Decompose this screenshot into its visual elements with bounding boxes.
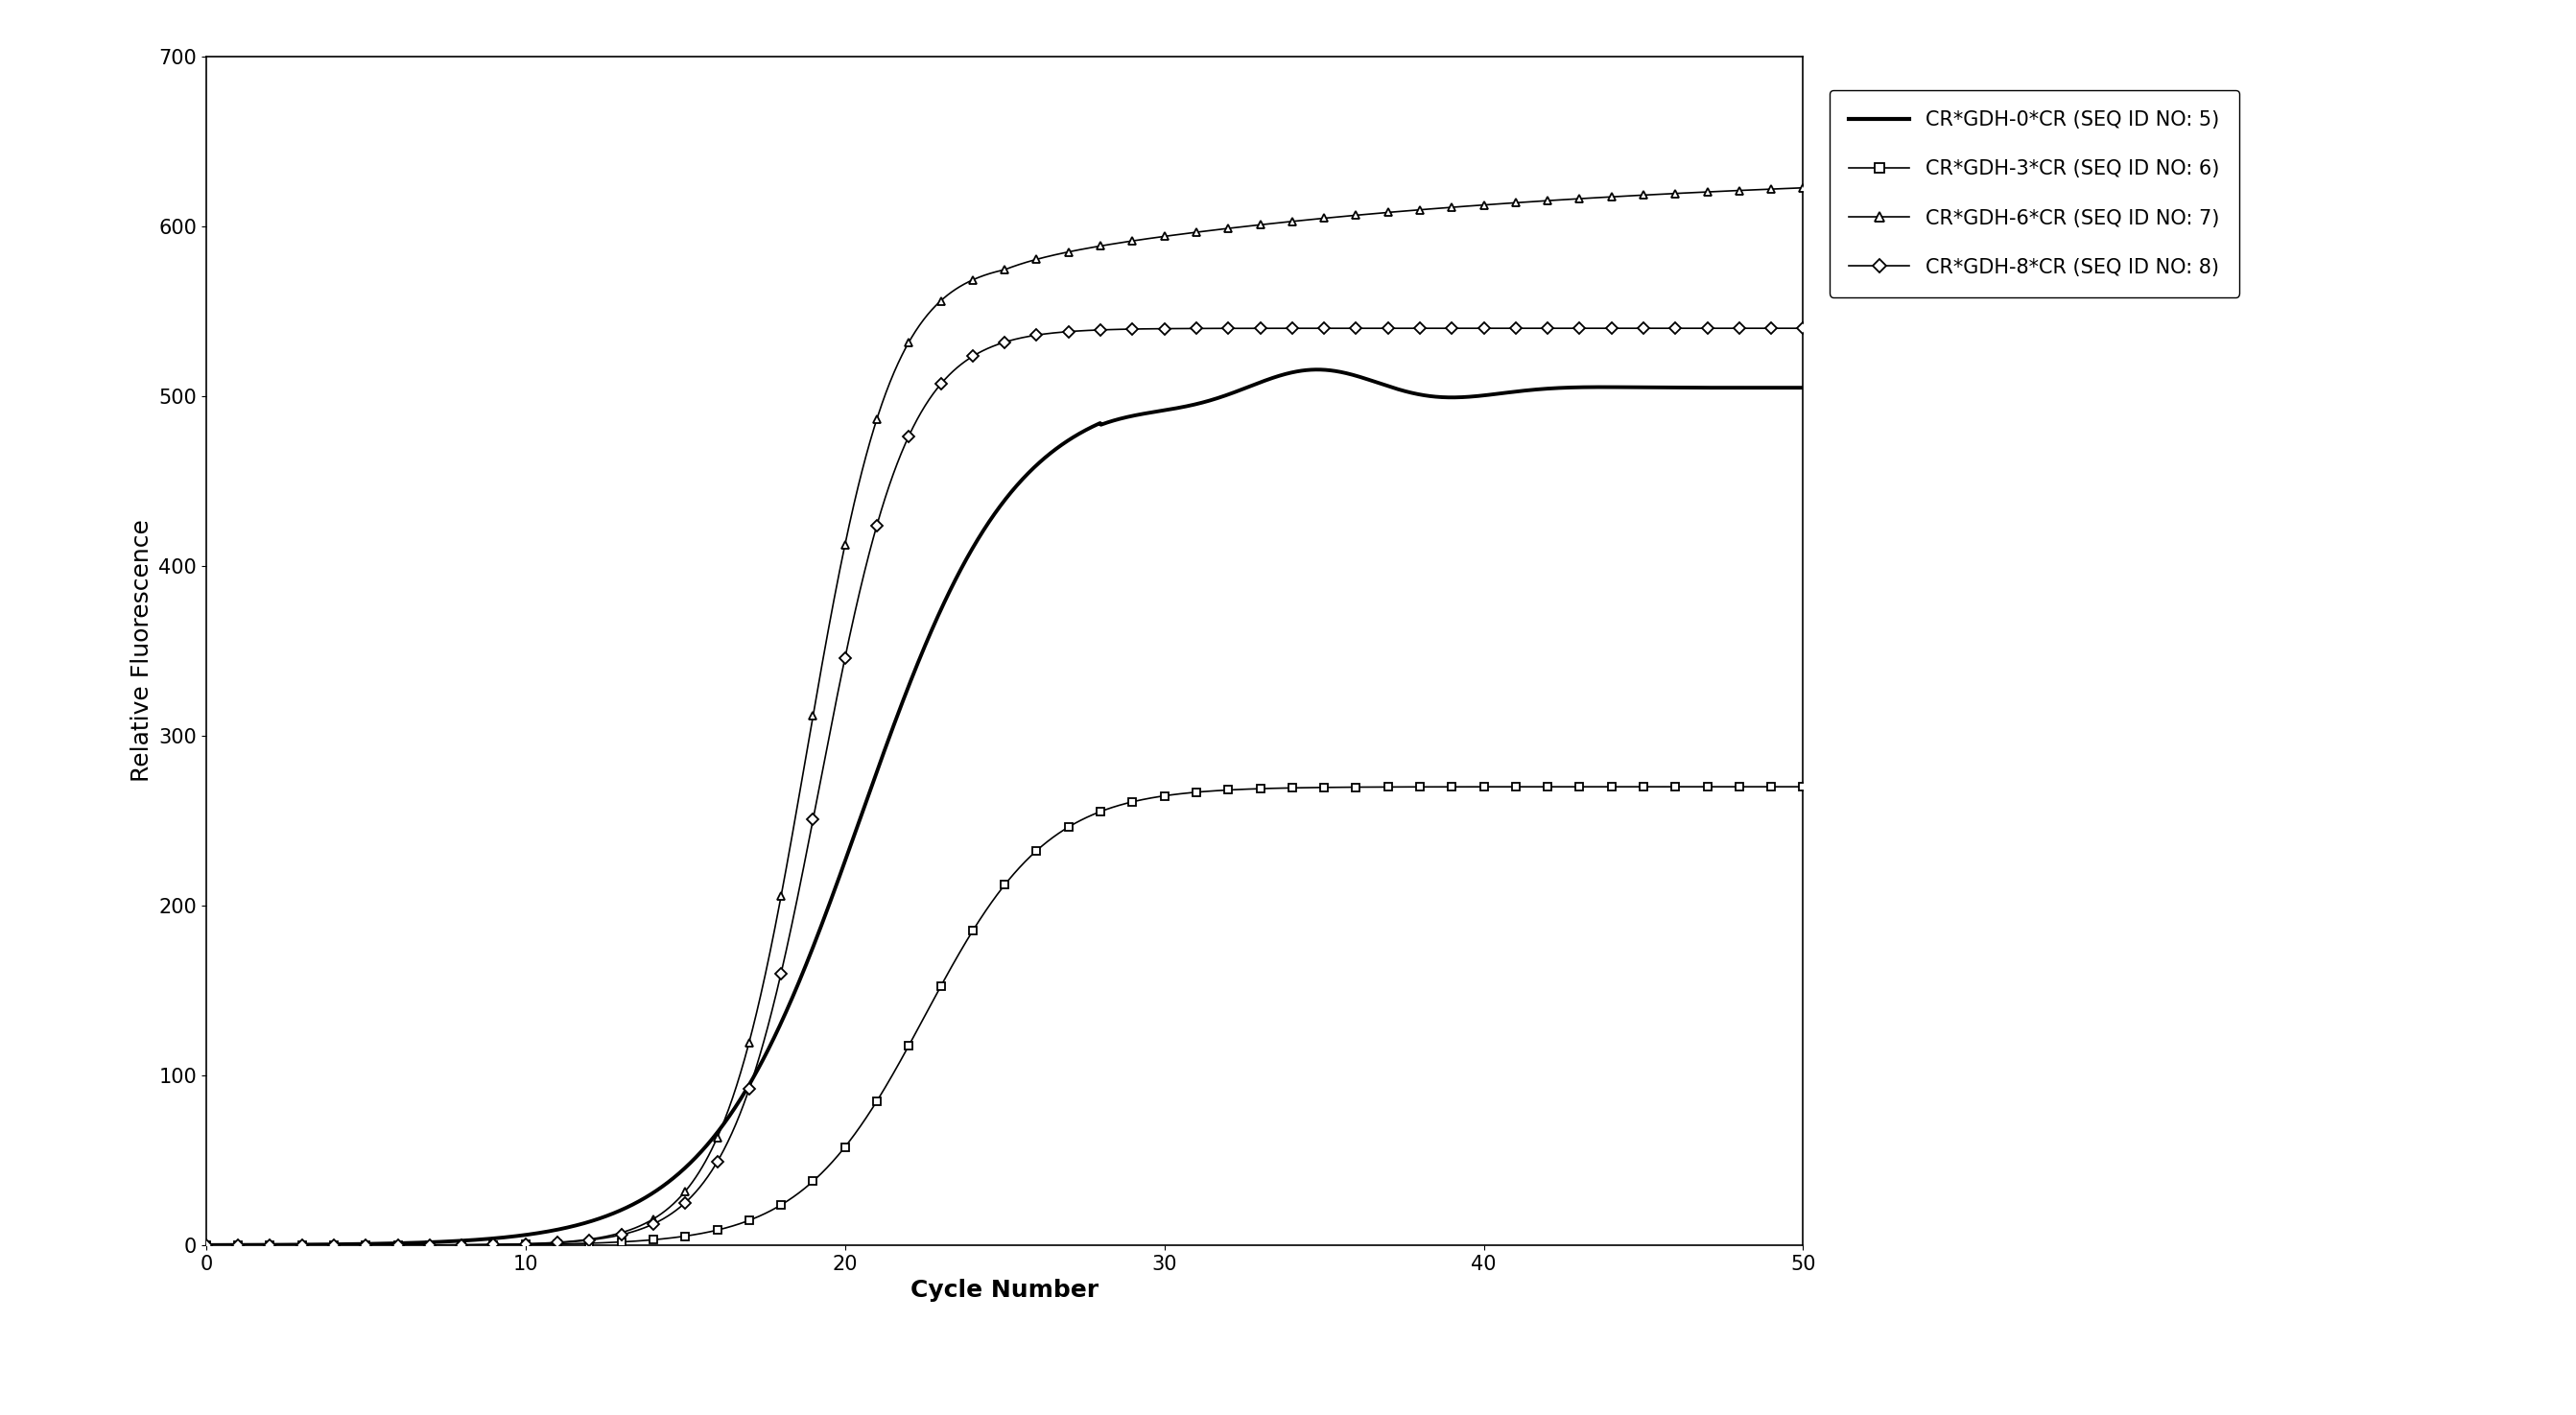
- Legend: CR*GDH-0*CR (SEQ ID NO: 5), CR*GDH-3*CR (SEQ ID NO: 6), CR*GDH-6*CR (SEQ ID NO: : CR*GDH-0*CR (SEQ ID NO: 5), CR*GDH-3*CR …: [1829, 91, 2239, 297]
- X-axis label: Cycle Number: Cycle Number: [909, 1279, 1100, 1302]
- Y-axis label: Relative Fluorescence: Relative Fluorescence: [131, 519, 152, 782]
